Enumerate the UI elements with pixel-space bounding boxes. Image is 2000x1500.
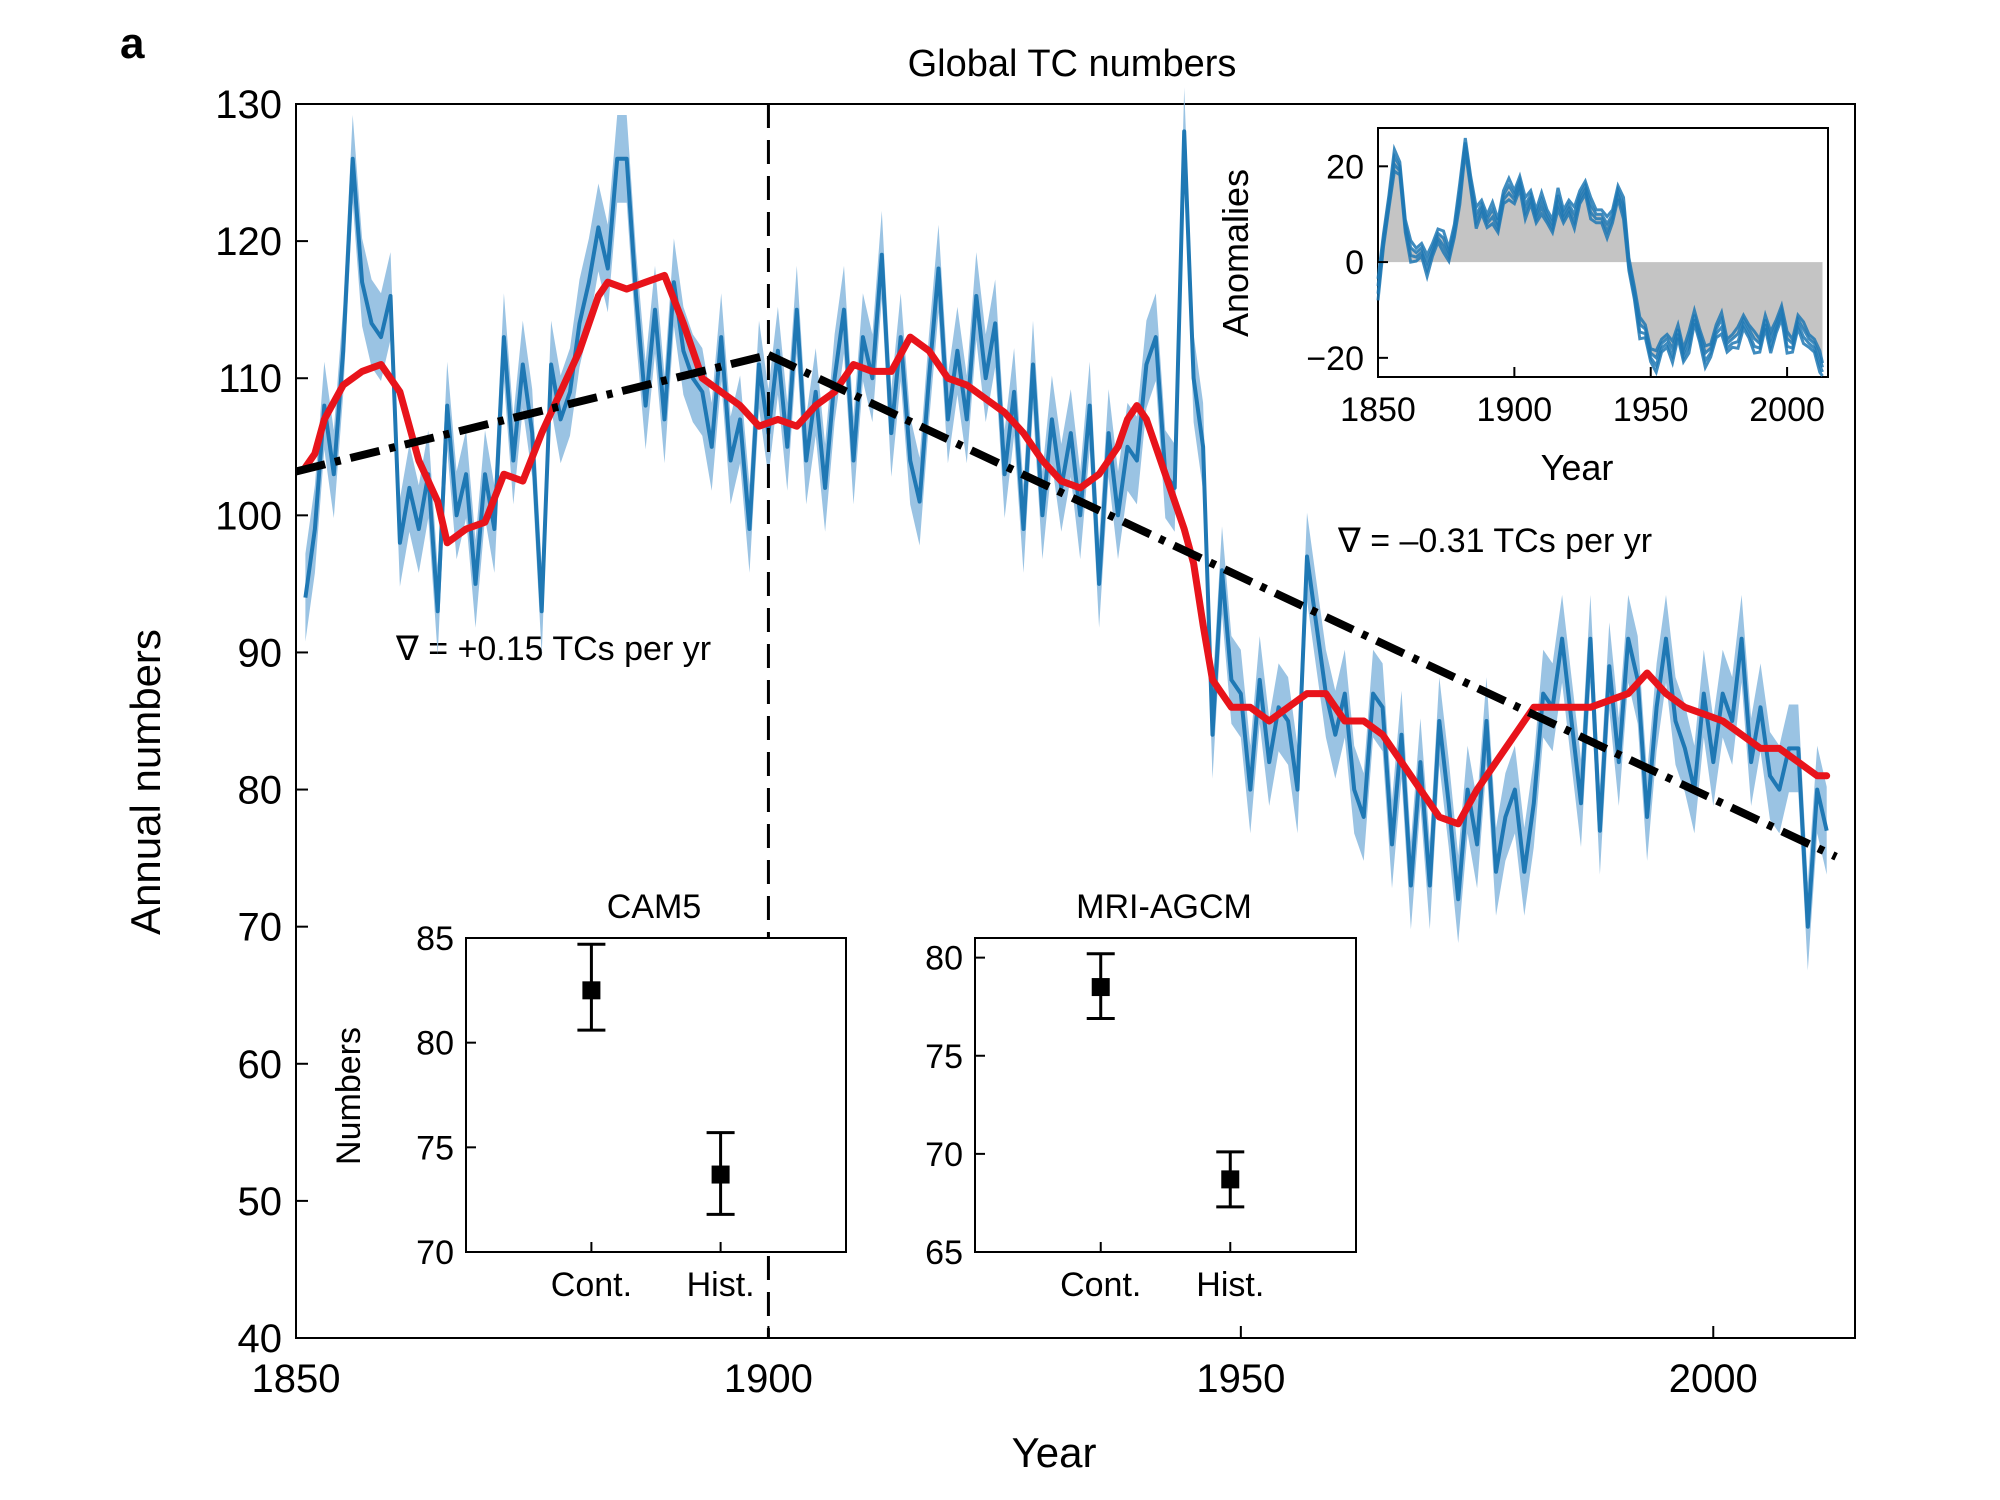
- trend-label-left: ∇ = +0.15 TCs per yr: [395, 630, 711, 668]
- inset-x-tick-label: 2000: [1749, 391, 1825, 429]
- anomaly-inset-xlabel: Year: [1541, 447, 1614, 488]
- y-tick-label: 120: [215, 220, 282, 264]
- anomaly-series-line: [1376, 137, 1824, 364]
- y-tick-label: 50: [238, 1180, 283, 1224]
- mri-y-tick-label: 70: [925, 1136, 963, 1174]
- mri-title: MRI-AGCM: [1076, 888, 1252, 926]
- mri-y-tick-label: 65: [925, 1234, 963, 1272]
- anomaly-shaded-area: [1378, 142, 1823, 368]
- y-tick-label: 70: [238, 906, 283, 950]
- y-tick-label: 110: [218, 357, 282, 401]
- main-title: Global TC numbers: [908, 43, 1237, 85]
- trend-line-before-1900: [295, 351, 770, 476]
- anomaly-inset-ylabel: Anomalies: [1215, 169, 1256, 337]
- x-tick-label: 1950: [1196, 1357, 1285, 1401]
- inset-x-tick-label: 1900: [1477, 391, 1553, 429]
- mri-marker: [1221, 1170, 1240, 1189]
- x-tick-label: 2000: [1669, 1357, 1758, 1401]
- inset-x-tick-label: 1950: [1613, 391, 1689, 429]
- panel-label: a: [120, 19, 145, 68]
- annual-series-line: [303, 129, 1829, 929]
- y-tick-label: 100: [215, 494, 282, 538]
- plot-frame: [295, 103, 1856, 1339]
- cam5-y-tick-label: 80: [416, 1025, 454, 1063]
- y-tick-label: 80: [238, 769, 283, 813]
- mri-category-label: Hist.: [1196, 1266, 1264, 1304]
- y-tick-label: 60: [238, 1043, 283, 1087]
- cam5-inset: 70 75 80 85 Cont. Hist.: [416, 920, 847, 1304]
- mri-category-label: Cont.: [1060, 1266, 1141, 1304]
- cam5-ylabel: Numbers: [330, 1027, 368, 1165]
- mri-marker: [1091, 978, 1110, 997]
- y-tick-label: 130: [215, 83, 282, 127]
- cam5-marker: [711, 1165, 730, 1184]
- anomaly-series-line: [1376, 150, 1824, 377]
- cam5-category-label: Hist.: [687, 1266, 755, 1304]
- cam5-y-tick-label: 70: [416, 1234, 454, 1272]
- inset-y-tick-label: 0: [1345, 244, 1364, 282]
- x-tick-label: 1900: [724, 1357, 813, 1401]
- anomaly-inset: −20 0 20 1850 1900 1950 2000: [1306, 127, 1829, 429]
- trend-line-after-1900: [766, 351, 1838, 861]
- inset-y-tick-label: 20: [1326, 148, 1364, 186]
- inset-y-tick-label: −20: [1306, 340, 1364, 378]
- inset-x-tick-label: 1850: [1340, 391, 1416, 429]
- cam5-y-tick-label: 75: [416, 1129, 454, 1167]
- mri-agcm-inset: 65 70 75 80 Cont. Hist.: [925, 937, 1357, 1304]
- main-plot: 40 50 60 70 80 90 100 110 120 130 1850 1900 1950 2000: [215, 83, 1856, 1401]
- y-tick-label: 90: [238, 631, 283, 675]
- cam5-frame: [465, 937, 847, 1253]
- cam5-marker: [582, 981, 601, 1000]
- main-xlabel: Year: [1012, 1429, 1097, 1476]
- y-tick-label: 40: [238, 1317, 283, 1361]
- smoothed-series-line: [301, 271, 1831, 828]
- mri-y-tick-label: 80: [925, 940, 963, 978]
- cam5-category-label: Cont.: [551, 1266, 632, 1304]
- uncertainty-band: [305, 87, 1827, 971]
- main-ylabel: Annual numbers: [122, 629, 169, 935]
- cam5-title: CAM5: [607, 888, 701, 926]
- mri-y-tick-label: 75: [925, 1038, 963, 1076]
- x-tick-label: 1850: [252, 1357, 341, 1401]
- cam5-y-tick-label: 85: [416, 920, 454, 958]
- trend-label-right: ∇ = –0.31 TCs per yr: [1337, 522, 1652, 560]
- mri-frame: [974, 937, 1357, 1253]
